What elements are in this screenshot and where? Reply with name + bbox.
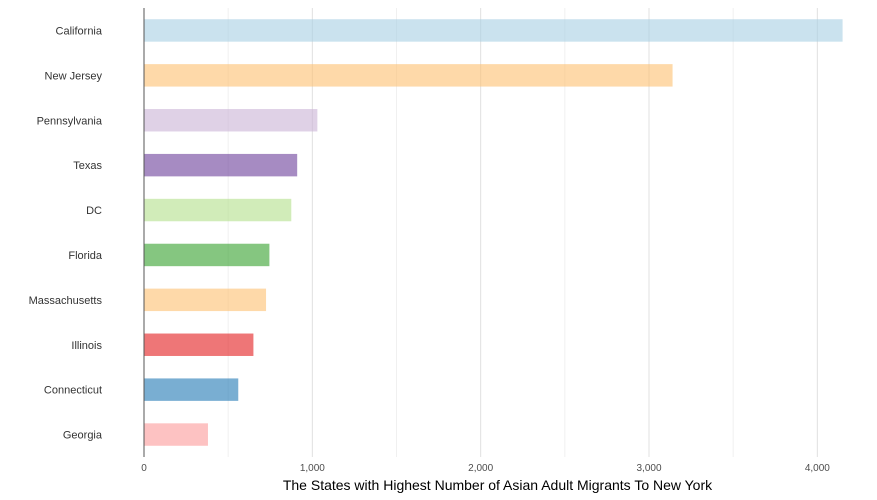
bar-pennsylvania [144, 109, 318, 132]
bar-texas [144, 153, 298, 177]
category-label: New Jersey [45, 70, 103, 82]
x-tick-labels: 0 1,000 2,000 3,000 4,000 [141, 463, 830, 474]
category-label: Connecticut [44, 385, 102, 397]
category-label: California [56, 25, 103, 37]
bar-florida [144, 243, 270, 267]
category-labels: California New Jersey Pennsylvania Texas DC F… [29, 25, 103, 441]
category-label: Illinois [71, 340, 102, 352]
bar-georgia [144, 423, 208, 446]
x-tick-label: 3,000 [636, 463, 661, 474]
bar-massachusetts [144, 288, 267, 312]
x-tick-label: 2,000 [468, 463, 493, 474]
bar-connecticut [144, 378, 239, 401]
bar-new-jersey [144, 64, 673, 87]
category-label: Massachusetts [29, 295, 103, 307]
bar-illinois [144, 333, 254, 356]
x-tick-label: 1,000 [300, 463, 325, 474]
category-label: Pennsylvania [37, 115, 103, 127]
bar-dc [144, 198, 292, 222]
category-label: Texas [73, 160, 102, 172]
bar-layer [144, 19, 843, 446]
bar-california [144, 19, 843, 42]
x-tick-label: 4,000 [805, 463, 830, 474]
category-label: DC [86, 205, 102, 217]
x-axis-title: The States with Highest Number of Asian … [283, 477, 713, 493]
category-label: Florida [68, 250, 103, 262]
x-tick-label: 0 [141, 463, 147, 474]
category-label: Georgia [63, 430, 103, 442]
